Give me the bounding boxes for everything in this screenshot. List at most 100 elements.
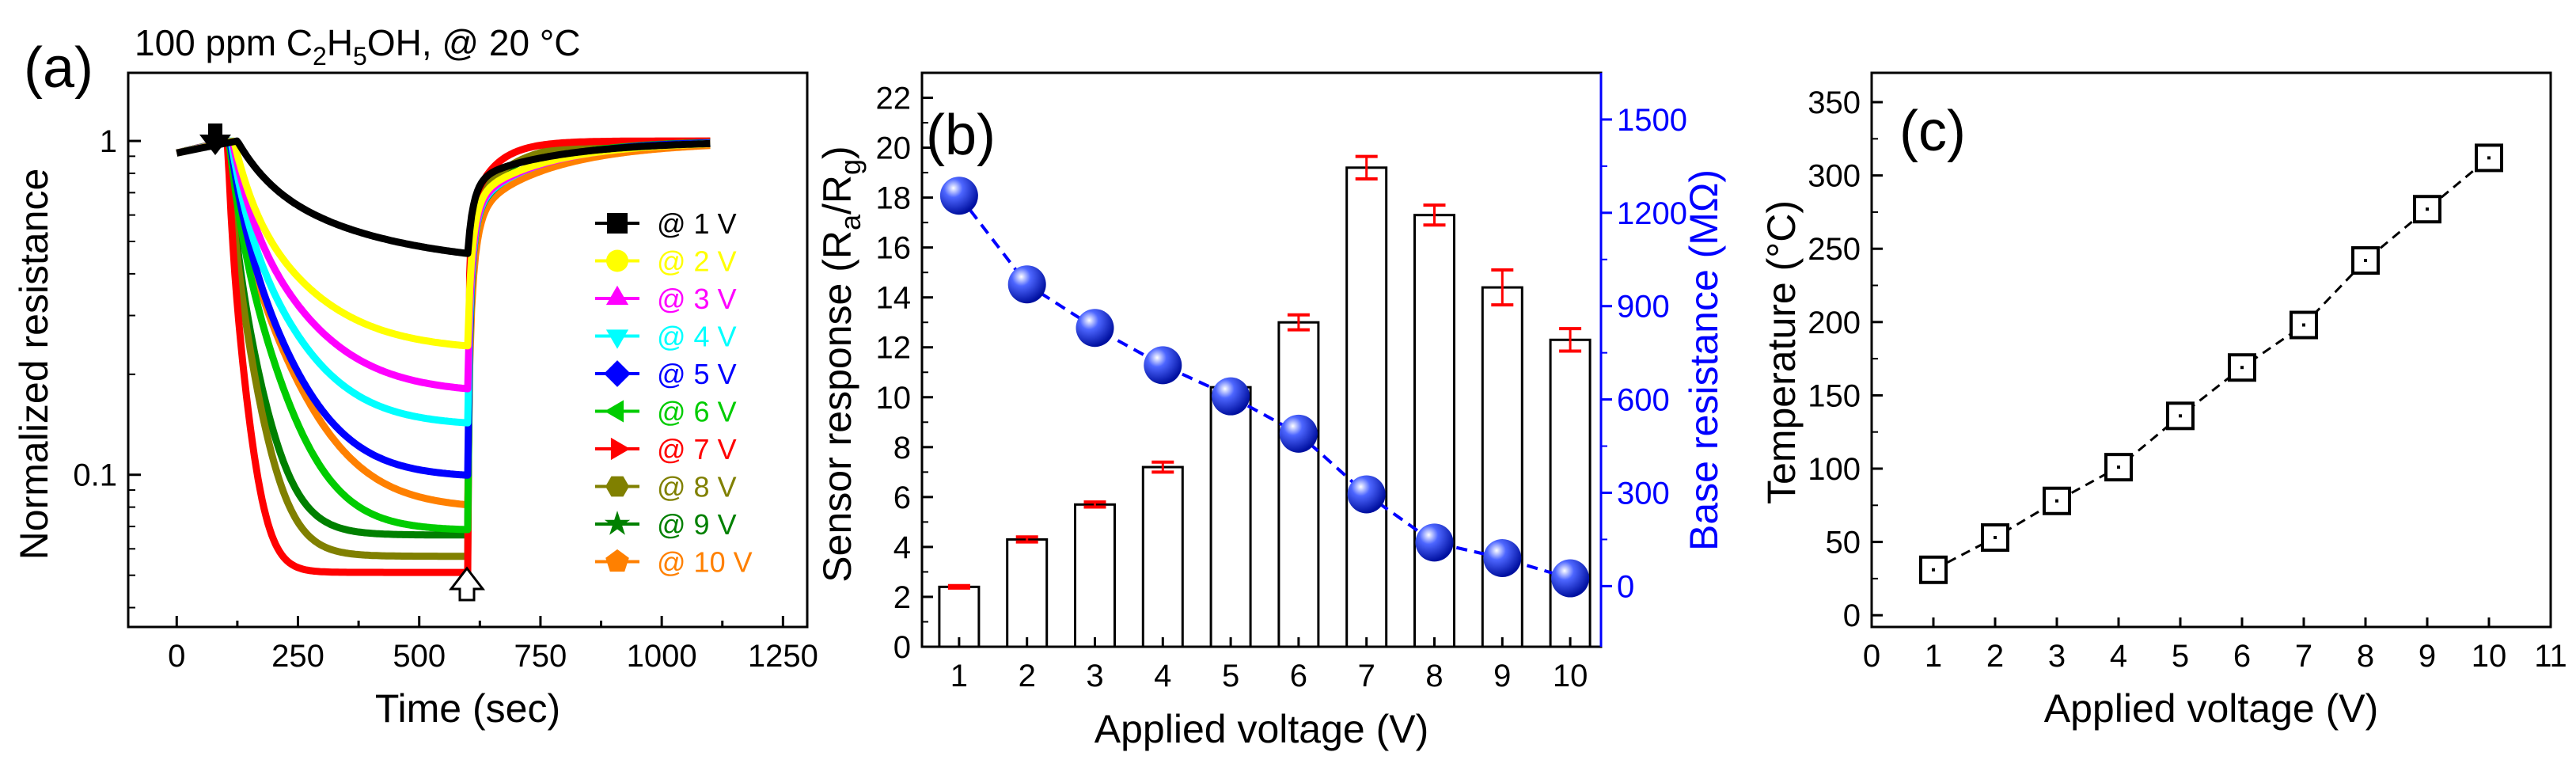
base-resistance-point (1551, 559, 1590, 598)
response-bar (1413, 214, 1455, 648)
x-tick-label: 1250 (748, 639, 818, 674)
response-bar (1277, 321, 1320, 648)
y-tick-label: 14 (876, 281, 912, 316)
x-tick-label: 0 (1863, 639, 1880, 674)
response-bar (1074, 503, 1116, 648)
ylabel-part-1: Sensor response (R (815, 230, 859, 583)
temperature-line (1933, 157, 2490, 572)
panel-b-label: (b) (926, 104, 996, 167)
x-tick-label: 4 (2110, 639, 2127, 674)
legend-marker (610, 437, 631, 461)
panel-a-label: (a) (24, 36, 93, 100)
panel-a-title: 100 ppm C2H5OH, @ 20 °C (135, 22, 580, 70)
y-tick-label: 250 (1808, 232, 1861, 267)
y2-tick-label: 1500 (1617, 103, 1687, 138)
panel-c-plot-frame (1870, 71, 2552, 629)
title-part-3: H (327, 22, 353, 63)
temperature-point (2351, 246, 2380, 275)
response-bar (1481, 286, 1523, 648)
legend-item: @ 7 V (595, 433, 737, 465)
title-part-1: 100 ppm C (135, 22, 313, 63)
x-tick-label: 9 (2419, 639, 2436, 674)
y2-tick-label: 900 (1617, 290, 1670, 325)
ylabel-part-3: /R (815, 175, 859, 215)
y-tick-label: 0 (893, 630, 911, 665)
y-tick-label: 18 (876, 181, 912, 216)
legend-item: @ 10 V (595, 546, 753, 579)
x-tick-label: 1 (950, 659, 968, 693)
y-tick-label: 22 (876, 82, 912, 116)
y-tick-label: 0.1 (73, 458, 117, 493)
base-resistance-line (958, 194, 1571, 580)
temperature-point-center (2055, 499, 2058, 503)
legend-marker (605, 329, 629, 349)
x-tick-label: 7 (2295, 639, 2312, 674)
temperature-point-center (2487, 156, 2491, 160)
legend-label: @ 1 V (657, 207, 737, 240)
temperature-point-center (2117, 465, 2120, 469)
panel-b-x-label: Applied voltage (V) (1095, 707, 1428, 751)
x-tick-label: 9 (1493, 659, 1511, 693)
legend-item: @ 2 V (595, 245, 737, 278)
panel-c-x-label: Applied voltage (V) (2044, 686, 2378, 731)
panel-c-y-label: Temperature (°C) (1759, 200, 1804, 504)
x-tick-label: 1000 (627, 639, 697, 674)
gas-in-arrow-icon (199, 123, 231, 155)
legend-label: @ 7 V (657, 433, 737, 465)
legend-marker (605, 549, 629, 572)
response-bar (938, 585, 981, 648)
panel-a: (a) 100 ppm C2H5OH, @ 20 °C 0 250 500 750 10… (12, 22, 818, 731)
legend-marker (605, 285, 629, 306)
panel-a-plot-frame (127, 71, 809, 629)
x-tick-label: 10 (2472, 639, 2507, 674)
legend-label: @ 5 V (657, 358, 737, 390)
temperature-point-center (1994, 536, 1997, 540)
x-tick-label: 2 (1986, 639, 2004, 674)
panel-b: 1 2 3 4 5 6 7 8 9 1002468101214161820220300600900… (815, 71, 1726, 751)
response-bar (1141, 465, 1184, 648)
y-tick-label: 12 (876, 331, 912, 366)
x-tick-label: 500 (393, 639, 446, 674)
panel-c-data (1919, 143, 2503, 584)
x-tick-label: 1 (1925, 639, 1942, 674)
x-tick-label: 250 (271, 639, 324, 674)
temperature-point-center (2240, 366, 2244, 370)
x-tick-label: 0 (168, 639, 185, 674)
legend-label: @ 6 V (657, 396, 737, 428)
x-tick-label: 3 (1086, 659, 1103, 693)
legend-item: @ 9 V (595, 508, 737, 541)
legend-marker (606, 249, 628, 272)
y-tick-label: 100 (1808, 452, 1861, 487)
x-tick-label: 750 (514, 639, 567, 674)
panel-b-y2-label: Base resistance (MΩ) (1682, 169, 1726, 551)
panel-a-curves (175, 137, 712, 576)
response-bar (1209, 386, 1252, 648)
legend-item: @ 1 V (595, 207, 737, 240)
panel-a-legend: @ 1 V @ 2 V @ 3 V @ 4 V @ 5 V @ 6 V @ 7 V @ 8 V… (595, 207, 753, 579)
response-bar (1006, 538, 1049, 648)
y-tick-label: 1 (100, 124, 117, 159)
ylabel-sub-g: g (834, 159, 867, 175)
y-tick-label: 300 (1808, 159, 1861, 194)
x-tick-label: 2 (1019, 659, 1036, 693)
temperature-point-center (2302, 323, 2305, 327)
y-tick-label: 350 (1808, 85, 1861, 120)
y-tick-label: 16 (876, 231, 912, 266)
temperature-point-center (1932, 568, 1935, 572)
legend-marker (604, 360, 631, 387)
x-tick-label: 8 (2357, 639, 2374, 674)
legend-marker (605, 476, 629, 497)
base-resistance-point (1279, 414, 1318, 453)
y-tick-label: 4 (893, 530, 911, 565)
title-part-5: OH, @ 20 °C (367, 22, 581, 63)
title-sub-2: 2 (313, 42, 327, 70)
temperature-point (2413, 195, 2441, 224)
legend-label: @ 8 V (657, 471, 737, 503)
y2-tick-label: 600 (1617, 383, 1670, 418)
x-tick-label: 11 (2534, 639, 2567, 674)
panel-c-label: (c) (1899, 100, 1966, 163)
y2-tick-label: 0 (1617, 569, 1634, 604)
ylabel-sub-a: a (834, 214, 867, 230)
y-tick-label: 8 (893, 431, 911, 465)
